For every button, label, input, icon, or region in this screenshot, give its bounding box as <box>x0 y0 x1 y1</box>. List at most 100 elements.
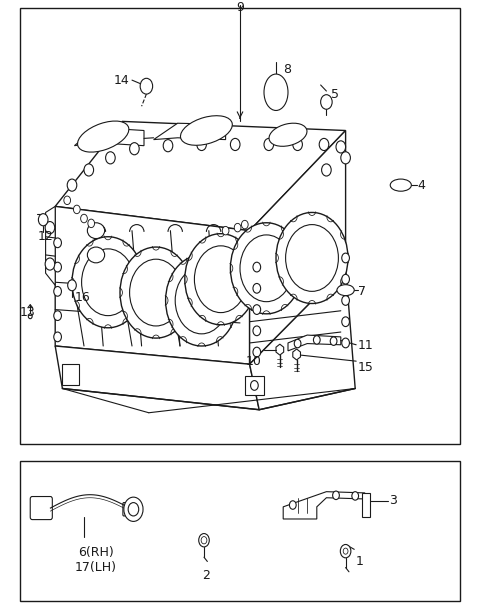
Polygon shape <box>288 335 341 351</box>
Circle shape <box>140 78 153 94</box>
Text: 15: 15 <box>358 361 373 374</box>
Text: 3: 3 <box>389 494 396 507</box>
Circle shape <box>185 234 257 325</box>
Circle shape <box>54 262 61 272</box>
Polygon shape <box>283 492 365 519</box>
Polygon shape <box>250 131 346 364</box>
Ellipse shape <box>337 285 354 296</box>
Polygon shape <box>276 344 284 355</box>
Circle shape <box>333 491 339 500</box>
Polygon shape <box>245 376 264 395</box>
Circle shape <box>45 222 55 234</box>
Text: 13: 13 <box>20 306 36 319</box>
Text: 14: 14 <box>114 73 130 87</box>
Circle shape <box>163 140 173 152</box>
Circle shape <box>343 548 348 554</box>
Circle shape <box>28 314 32 319</box>
Circle shape <box>342 317 349 327</box>
Polygon shape <box>154 123 226 140</box>
Circle shape <box>175 267 228 334</box>
Circle shape <box>352 492 359 500</box>
Circle shape <box>45 258 55 270</box>
Text: 7: 7 <box>358 285 366 298</box>
Circle shape <box>289 501 296 509</box>
Circle shape <box>342 253 349 263</box>
Circle shape <box>68 280 76 291</box>
FancyBboxPatch shape <box>30 497 52 520</box>
Circle shape <box>319 138 329 151</box>
Circle shape <box>293 138 302 151</box>
Text: 16: 16 <box>74 291 90 304</box>
Circle shape <box>38 214 48 226</box>
Circle shape <box>253 347 261 357</box>
Circle shape <box>82 249 134 316</box>
Circle shape <box>130 259 182 326</box>
Circle shape <box>336 141 346 153</box>
Circle shape <box>72 237 144 328</box>
Circle shape <box>240 235 293 302</box>
Ellipse shape <box>264 74 288 110</box>
Polygon shape <box>250 267 355 410</box>
Polygon shape <box>55 346 259 410</box>
Circle shape <box>253 283 261 293</box>
Circle shape <box>342 274 349 284</box>
Circle shape <box>341 152 350 164</box>
Circle shape <box>73 205 80 214</box>
Circle shape <box>222 226 229 235</box>
Circle shape <box>330 337 337 345</box>
Circle shape <box>88 219 95 228</box>
FancyBboxPatch shape <box>123 503 137 516</box>
Circle shape <box>253 305 261 314</box>
Circle shape <box>201 537 207 544</box>
Circle shape <box>264 138 274 151</box>
Ellipse shape <box>78 121 129 152</box>
Circle shape <box>294 339 301 348</box>
Text: 2: 2 <box>203 569 210 582</box>
Circle shape <box>54 311 61 320</box>
Text: 10: 10 <box>246 354 262 368</box>
Text: 12: 12 <box>37 230 53 243</box>
Circle shape <box>128 503 139 516</box>
Polygon shape <box>46 206 55 285</box>
Circle shape <box>199 534 209 547</box>
Circle shape <box>84 164 94 176</box>
Circle shape <box>322 164 331 176</box>
Circle shape <box>321 95 332 109</box>
Circle shape <box>286 225 338 291</box>
Circle shape <box>340 544 351 558</box>
Text: 8: 8 <box>283 63 291 76</box>
Polygon shape <box>55 121 346 231</box>
Polygon shape <box>362 493 370 517</box>
Text: 1: 1 <box>355 555 363 568</box>
Circle shape <box>276 212 348 304</box>
Bar <box>20 461 460 601</box>
Circle shape <box>106 152 115 164</box>
Text: 11: 11 <box>358 339 373 353</box>
Circle shape <box>230 223 302 314</box>
Ellipse shape <box>390 179 411 191</box>
Circle shape <box>166 255 238 346</box>
Circle shape <box>194 246 247 313</box>
Circle shape <box>120 247 192 338</box>
Circle shape <box>241 220 248 229</box>
Circle shape <box>64 196 71 205</box>
Circle shape <box>342 296 349 305</box>
Circle shape <box>253 262 261 272</box>
Circle shape <box>81 214 87 223</box>
Circle shape <box>230 138 240 151</box>
Circle shape <box>54 238 61 248</box>
Bar <box>20 8 460 444</box>
Ellipse shape <box>87 223 105 239</box>
Circle shape <box>251 381 258 390</box>
Circle shape <box>54 287 61 296</box>
Polygon shape <box>74 127 144 146</box>
Text: 5: 5 <box>331 87 339 101</box>
Circle shape <box>253 326 261 336</box>
Polygon shape <box>293 349 300 360</box>
Circle shape <box>313 336 320 344</box>
Ellipse shape <box>180 116 232 145</box>
Ellipse shape <box>87 247 105 263</box>
Polygon shape <box>55 206 250 364</box>
Circle shape <box>130 143 139 155</box>
Circle shape <box>124 497 143 521</box>
